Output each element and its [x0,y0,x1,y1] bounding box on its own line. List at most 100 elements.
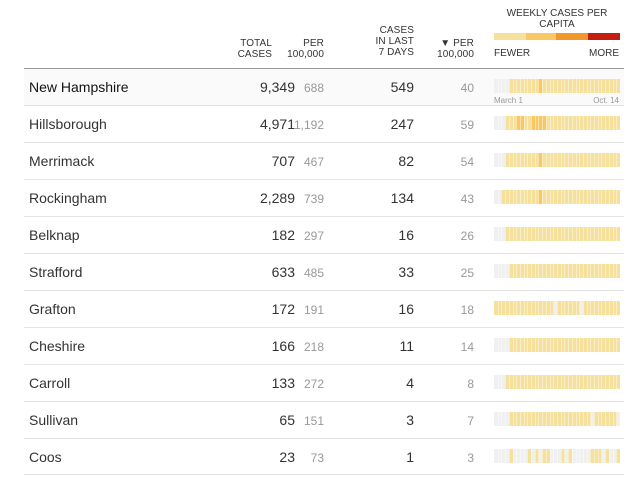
week-divider [575,79,577,93]
week-divider [568,412,570,426]
county-name: Sullivan [29,412,79,428]
table-row[interactable]: Rockingham 2,289 739 134 43 [24,179,624,216]
cases-last-7-days: 3 [406,412,414,428]
week-cell [516,338,521,352]
week-divider [531,338,533,352]
week-divider [542,301,544,315]
week-divider [527,264,529,278]
week-cell [586,190,591,204]
week-divider [601,449,603,463]
week-divider [516,116,518,130]
week-divider [608,264,610,278]
week-cell [527,412,532,426]
week-divider [519,153,521,167]
week-divider [564,338,566,352]
week-cell [608,301,613,315]
week-divider [512,301,514,315]
week-divider [605,153,607,167]
table-row[interactable]: Cheshire 166 218 11 14 [24,327,624,364]
week-cell [605,449,610,463]
week-divider [523,153,525,167]
week-cell [531,190,536,204]
week-cell [557,116,561,130]
week-cell [501,301,506,315]
week-divider [612,190,614,204]
week-divider [534,190,536,204]
week-divider [527,153,529,167]
legend-swatch [588,33,620,40]
week-cell [568,449,573,463]
table-row[interactable]: Coos 23 73 1 3 [24,438,624,475]
week-divider [575,153,577,167]
week-cell [605,412,610,426]
week-divider [553,153,555,167]
week-cell [608,264,613,278]
week-cell [586,227,591,241]
week-divider [597,338,599,352]
table-row[interactable]: Merrimack 707 467 82 54 [24,142,624,179]
week-divider [582,79,584,93]
week-divider [571,449,573,463]
week-cell [605,375,610,389]
week-cell [568,190,573,204]
week-cell [597,227,602,241]
week-divider [542,227,544,241]
week-divider [571,375,573,389]
table-row[interactable]: Grafton 172 191 16 18 [24,290,624,327]
week-cell [605,190,610,204]
week-cell [594,153,599,167]
legend-swatch [494,33,526,40]
week-cell [519,375,524,389]
week-divider [612,227,614,241]
weekly-cases-sparkline [494,116,621,130]
week-divider [575,338,577,352]
week-cell [553,227,558,241]
table-row[interactable]: Sullivan 65 151 3 7 [24,401,624,438]
week-divider [519,264,521,278]
week-cell [534,190,539,204]
per-100k: 485 [303,266,324,280]
week-divider [582,449,584,463]
week-divider [549,227,551,241]
week-divider [582,375,584,389]
week-cell [553,79,558,93]
header-last-7-days: CASES IN LAST 7 DAYS [376,25,415,58]
week-cell [557,338,561,352]
table-row[interactable]: Hillsborough 4,971 1,192 247 59 [24,105,624,142]
week-divider [594,116,596,130]
week-cell [568,116,573,130]
week-cell [505,116,510,130]
week-cell [545,116,550,130]
week-divider [534,375,536,389]
week-cell [527,449,532,463]
week-cell [527,116,532,130]
week-divider [549,153,551,167]
week-divider [594,79,596,93]
table-row[interactable]: Belknap 182 297 16 26 [24,216,624,253]
week-cell [612,190,617,204]
cases-last-7-days: 82 [398,153,414,169]
week-cell [553,375,558,389]
week-cell [557,153,561,167]
week-cell [597,116,602,130]
week-cell [608,375,613,389]
week-cell [553,190,558,204]
total-cases: 65 [279,412,295,428]
week-cell [538,153,543,167]
week-divider [616,412,618,426]
header-line: CASES [237,49,272,60]
table-row[interactable]: New Hampshire 9,349 688 549 40 March 1 Oct. 14 [24,68,624,105]
table-row[interactable]: Strafford 633 485 33 25 [24,253,624,290]
week-divider [542,116,544,130]
week-divider [612,264,614,278]
week-cell [564,116,569,130]
week-divider [553,116,555,130]
last-7-per-100k: 3 [467,451,474,465]
week-cell [564,264,569,278]
week-cell [508,301,513,315]
week-cell [571,190,576,204]
week-divider [579,264,581,278]
week-cell [594,79,599,93]
table-row[interactable]: Carroll 133 272 4 8 [24,364,624,401]
header-per-100k-sorted[interactable]: ▼ PER 100,000 [437,38,474,60]
